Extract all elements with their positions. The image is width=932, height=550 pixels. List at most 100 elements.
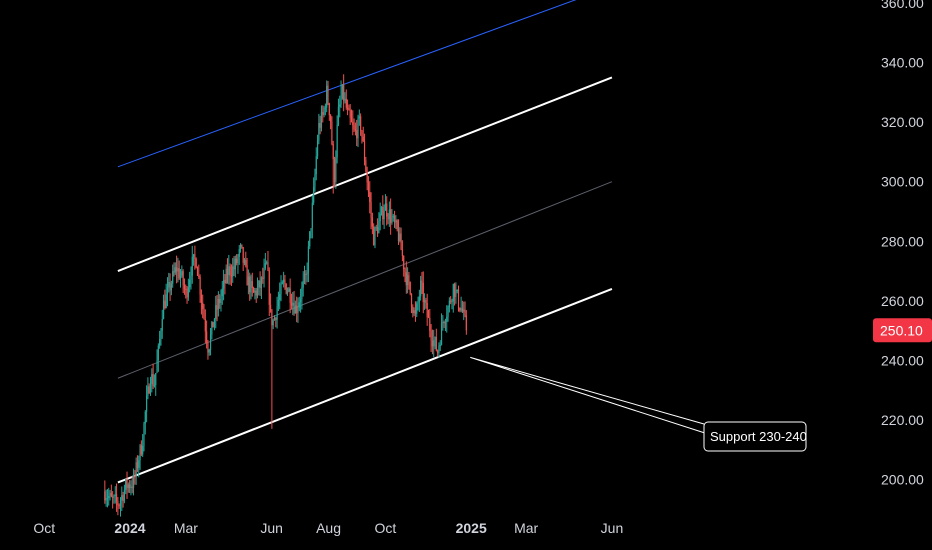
channel-mid-line[interactable] xyxy=(117,181,613,379)
candle-body xyxy=(123,489,126,501)
candle-body xyxy=(268,270,270,305)
candle-body xyxy=(196,267,199,276)
candle xyxy=(437,349,439,357)
candle-body xyxy=(412,306,414,314)
candle xyxy=(427,309,430,319)
candle xyxy=(168,272,170,293)
candle-body xyxy=(362,136,364,141)
candle xyxy=(140,440,142,457)
candle-body xyxy=(108,496,110,499)
candle-body xyxy=(245,260,247,266)
candle-body xyxy=(260,277,263,289)
candle xyxy=(217,291,219,317)
candle xyxy=(408,271,410,290)
candle-body xyxy=(222,279,225,289)
candle xyxy=(306,262,308,283)
candle xyxy=(226,258,229,284)
candle-body xyxy=(369,191,371,203)
time-tick-label: Oct xyxy=(33,520,55,536)
candle-body xyxy=(220,296,222,303)
candle xyxy=(412,304,414,318)
candle-body xyxy=(239,244,242,250)
channel-lower-line[interactable] xyxy=(117,287,613,484)
candle-body xyxy=(340,98,342,105)
candle xyxy=(463,301,465,321)
candle xyxy=(144,410,146,435)
trend-lines xyxy=(117,0,613,484)
candle xyxy=(262,267,264,284)
candle-body xyxy=(365,160,367,172)
candle xyxy=(174,262,176,275)
support-annotation[interactable]: Support 230-240 xyxy=(470,356,807,452)
candle xyxy=(204,309,206,344)
candle-body xyxy=(390,209,392,223)
time-axis[interactable]: Oct 2024 Mar Jun Aug Oct 2025 Mar Jun xyxy=(33,520,623,536)
support-callout-box xyxy=(703,421,807,452)
candle xyxy=(399,227,401,243)
candle xyxy=(258,280,260,296)
candle-body xyxy=(121,495,123,501)
candle-body xyxy=(153,385,156,387)
candle xyxy=(273,315,276,321)
candle-body xyxy=(407,275,409,286)
candle xyxy=(162,294,165,320)
candle-body xyxy=(290,302,293,306)
candle-body xyxy=(386,203,388,217)
candle xyxy=(455,282,457,304)
candle-body xyxy=(233,266,235,270)
candle-body xyxy=(178,268,180,279)
candle xyxy=(164,289,166,310)
candle xyxy=(299,288,302,313)
candle xyxy=(371,212,373,235)
channel-upper-line[interactable] xyxy=(117,76,613,272)
candle-body xyxy=(434,337,436,341)
candle xyxy=(438,342,440,358)
price-axis[interactable]: 200.00 220.00 240.00 260.00 280.00 300.00 320.… xyxy=(881,0,924,488)
candle xyxy=(286,287,289,296)
candle-body xyxy=(460,308,462,311)
candle xyxy=(271,309,273,429)
candle xyxy=(354,122,357,136)
candle xyxy=(429,308,431,338)
candle-body xyxy=(297,307,299,314)
candle xyxy=(392,213,394,222)
candle-body xyxy=(313,187,315,203)
candle-body xyxy=(323,107,325,115)
candle-body xyxy=(401,249,403,256)
candle-body xyxy=(181,271,183,276)
candle xyxy=(316,134,319,160)
candle-body xyxy=(288,288,290,292)
candle-body xyxy=(363,140,366,161)
candle-body xyxy=(226,268,229,276)
candle-body xyxy=(269,304,272,310)
candle-body xyxy=(423,299,426,303)
candle-body xyxy=(228,266,230,276)
candle-body xyxy=(348,108,350,111)
candle xyxy=(386,196,388,226)
candle xyxy=(213,318,216,331)
candle-body xyxy=(450,300,452,302)
candle-body xyxy=(139,445,141,461)
candle-body xyxy=(165,294,167,309)
candle xyxy=(104,480,106,504)
candle xyxy=(283,271,285,288)
candle-body xyxy=(391,217,393,223)
candle-body xyxy=(114,494,116,496)
upper-trend-line[interactable] xyxy=(117,0,583,168)
candle xyxy=(275,316,277,328)
candle-body xyxy=(318,123,320,141)
candle-body xyxy=(358,116,360,119)
candle-body xyxy=(129,484,131,488)
candle-body xyxy=(104,491,106,501)
candle-body xyxy=(455,290,457,297)
time-tick-label: Jun xyxy=(260,520,283,536)
candle-body xyxy=(140,445,142,455)
candle-body xyxy=(400,233,402,250)
candle xyxy=(245,251,247,268)
candle xyxy=(357,114,359,148)
candle xyxy=(401,240,403,262)
candle xyxy=(155,372,157,396)
candle-body xyxy=(221,288,223,297)
candle-body xyxy=(258,280,260,288)
